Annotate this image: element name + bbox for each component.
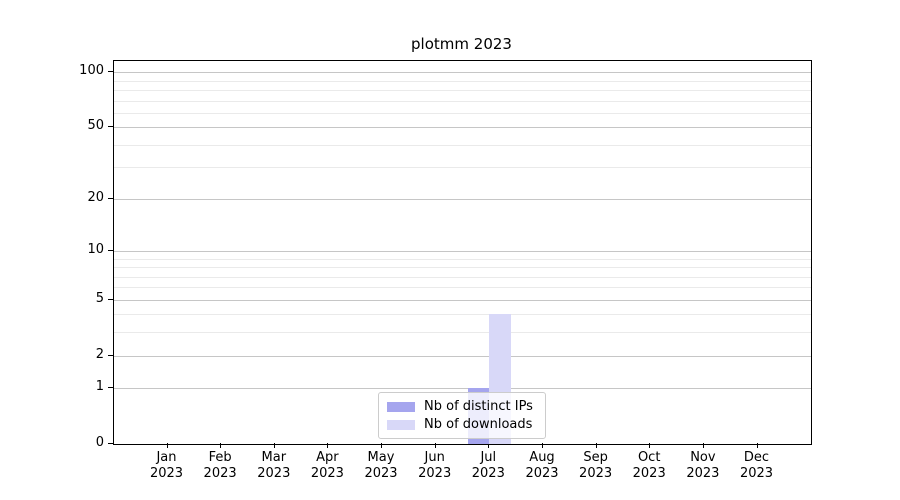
x-axis-tick-label: Jul 2023 — [471, 450, 505, 481]
legend-item-downloads: Nb of downloads — [387, 417, 537, 432]
major-gridline — [114, 72, 811, 74]
x-axis-tick-label: Sep 2023 — [579, 450, 613, 481]
y-axis-tick-label: 5 — [95, 290, 104, 306]
minor-gridline — [114, 267, 811, 268]
x-axis-tick — [273, 443, 275, 448]
major-gridline — [114, 388, 811, 390]
legend-label-distinct-ips: Nb of distinct IPs — [424, 399, 533, 414]
x-axis-tick-label: Apr 2023 — [310, 450, 344, 481]
y-axis-tick — [108, 354, 113, 356]
x-axis-tick — [488, 443, 490, 448]
minor-gridline — [114, 332, 811, 334]
major-gridline — [114, 250, 811, 252]
y-axis-tick — [108, 71, 113, 73]
x-axis-tick-label: Feb 2023 — [203, 450, 237, 481]
y-axis-tick — [108, 249, 113, 251]
y-axis-tick-label: 10 — [87, 241, 104, 257]
minor-gridline — [114, 314, 811, 316]
y-axis-tick-label: 100 — [79, 63, 104, 79]
major-gridline — [114, 299, 811, 301]
legend-swatch-distinct-ips — [387, 401, 415, 412]
minor-gridline — [114, 112, 811, 114]
minor-gridline — [114, 258, 811, 260]
x-axis-tick-label: May 2023 — [364, 450, 398, 481]
y-axis-tick — [108, 443, 113, 444]
y-axis-tick-label: 2 — [95, 346, 104, 362]
legend: Nb of distinct IPs Nb of downloads — [378, 392, 546, 439]
minor-gridline — [114, 80, 811, 82]
minor-gridline — [114, 144, 811, 146]
x-axis-tick — [756, 443, 758, 448]
x-axis-tick — [381, 443, 382, 448]
plot-area: Nb of distinct IPs Nb of downloads — [113, 60, 812, 445]
x-axis-tick — [649, 443, 651, 448]
minor-gridline — [114, 167, 811, 169]
y-axis-tick-label: 20 — [87, 189, 104, 205]
x-axis-tick-label: Jun 2023 — [418, 450, 452, 481]
minor-gridline — [114, 100, 811, 102]
x-axis-tick — [595, 443, 597, 448]
x-axis-tick — [702, 443, 704, 448]
y-axis-tick-label: 1 — [95, 379, 104, 395]
legend-swatch-downloads — [387, 419, 415, 430]
x-axis-tick-label: Oct 2023 — [632, 450, 666, 481]
legend-item-distinct-ips: Nb of distinct IPs — [387, 399, 537, 414]
x-axis-tick-label: Jan 2023 — [149, 450, 184, 481]
minor-gridline — [114, 89, 811, 91]
y-axis-tick — [108, 126, 113, 128]
x-axis-tick — [220, 443, 222, 448]
major-gridline — [114, 127, 811, 129]
y-axis-tick — [108, 387, 113, 389]
minor-gridline — [114, 287, 811, 289]
major-gridline — [114, 198, 811, 200]
x-axis-tick-label: Nov 2023 — [686, 450, 720, 481]
x-axis-tick-label: Aug 2023 — [525, 450, 559, 481]
y-axis-tick-label: 0 — [95, 435, 104, 450]
y-axis-tick — [108, 298, 113, 300]
x-axis-tick — [327, 443, 329, 448]
minor-gridline — [114, 276, 811, 278]
x-axis-tick — [166, 443, 168, 448]
major-gridline — [114, 355, 811, 357]
x-axis-tick — [542, 443, 543, 448]
x-axis-tick-label: Dec 2023 — [739, 450, 774, 481]
y-axis-tick-label: 50 — [87, 118, 104, 134]
x-axis-tick-label: Mar 2023 — [257, 450, 291, 481]
y-axis-tick — [108, 197, 113, 199]
x-axis-tick — [434, 443, 436, 448]
chart-title: plotmm 2023 — [411, 35, 512, 53]
legend-label-downloads: Nb of downloads — [424, 417, 533, 432]
